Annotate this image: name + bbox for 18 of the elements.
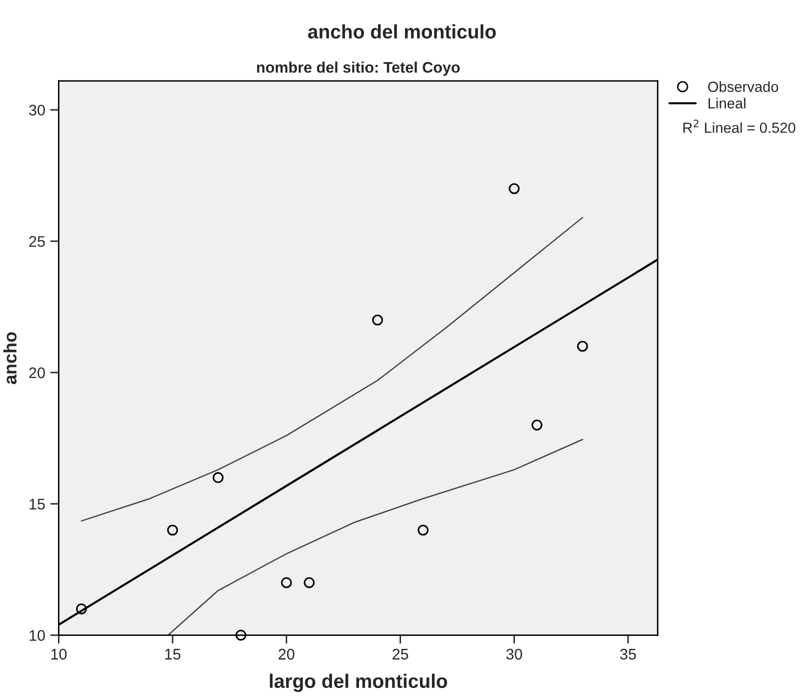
x-tick-label: 10 xyxy=(51,648,67,660)
y-tick-label: 20 xyxy=(29,367,45,378)
text: R$^{2}$ Lineal = 0.520 xyxy=(683,120,796,133)
x-tick-label: 20 xyxy=(278,648,294,660)
x-tick-label: 25 xyxy=(392,648,408,660)
x-tick-label: 30 xyxy=(506,648,522,660)
y-tick-label: 30 xyxy=(29,104,45,116)
legend-label: Lineal xyxy=(708,98,746,108)
chart-subtitle: nombre del sitio: Tetel Coyo xyxy=(257,62,460,76)
x-axis-title: largo del monticulo xyxy=(270,674,448,692)
chart-title: ancho del monticulo xyxy=(308,24,496,39)
y-tick-label: 10 xyxy=(30,630,45,641)
y-tick-label: 25 xyxy=(29,236,45,247)
y-axis-title: ancho xyxy=(3,332,17,384)
y-tick-label: 15 xyxy=(30,498,45,510)
legend-label: Observado xyxy=(708,81,778,92)
x-tick-label: 35 xyxy=(620,648,636,660)
x-tick-label: 15 xyxy=(165,648,180,660)
